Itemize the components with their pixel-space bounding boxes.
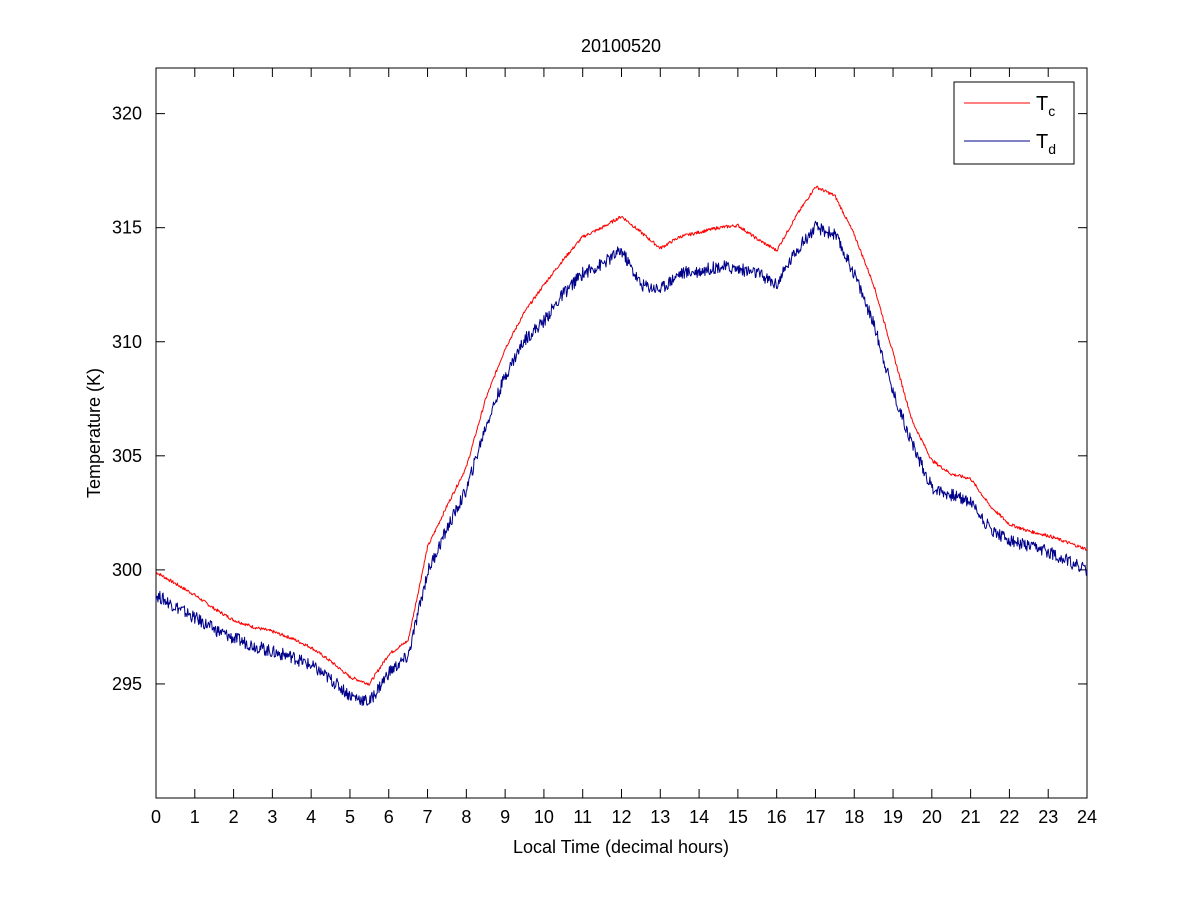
x-tick-label: 0 bbox=[151, 807, 161, 827]
x-tick-label: 7 bbox=[423, 807, 433, 827]
y-axis-ticks: 295 300 305 310 315 320 bbox=[112, 104, 1087, 694]
x-tick-label: 6 bbox=[384, 807, 394, 827]
series-line-td bbox=[155, 220, 1088, 706]
x-tick-label: 17 bbox=[805, 807, 825, 827]
x-tick-label: 20 bbox=[922, 807, 942, 827]
chart-title: 20100520 bbox=[581, 36, 661, 56]
x-tick-label: 5 bbox=[345, 807, 355, 827]
series-line-tc bbox=[155, 185, 1088, 686]
x-tick-label: 13 bbox=[650, 807, 670, 827]
x-tick-label: 14 bbox=[689, 807, 709, 827]
x-tick-label: 3 bbox=[267, 807, 277, 827]
plot-area-frame bbox=[155, 67, 1088, 799]
y-tick-label: 295 bbox=[112, 674, 142, 694]
x-axis-label: Local Time (decimal hours) bbox=[513, 837, 729, 857]
x-tick-label: 19 bbox=[883, 807, 903, 827]
y-tick-label: 310 bbox=[112, 332, 142, 352]
legend-label-tc-sub: c bbox=[1048, 103, 1055, 119]
legend-label-tc-main: T bbox=[1036, 93, 1048, 115]
series-layer bbox=[155, 185, 1088, 706]
x-tick-label: 1 bbox=[190, 807, 200, 827]
x-tick-label: 12 bbox=[611, 807, 631, 827]
y-tick-label: 305 bbox=[112, 446, 142, 466]
legend-label-tc: Tc bbox=[1036, 93, 1055, 119]
x-tick-label: 15 bbox=[728, 807, 748, 827]
x-tick-label: 21 bbox=[961, 807, 981, 827]
x-tick-label: 8 bbox=[461, 807, 471, 827]
legend: Tc Td bbox=[953, 81, 1075, 165]
y-tick-label: 320 bbox=[112, 104, 142, 124]
x-tick-label: 9 bbox=[500, 807, 510, 827]
x-tick-label: 24 bbox=[1077, 807, 1097, 827]
x-tick-label: 23 bbox=[1038, 807, 1058, 827]
x-tick-label: 4 bbox=[306, 807, 316, 827]
legend-label-td: Td bbox=[1036, 131, 1056, 157]
x-tick-label: 11 bbox=[573, 807, 592, 827]
legend-box bbox=[953, 81, 1075, 165]
legend-label-td-sub: d bbox=[1048, 141, 1056, 157]
x-tick-label: 18 bbox=[844, 807, 864, 827]
x-tick-label: 22 bbox=[999, 807, 1019, 827]
y-tick-label: 315 bbox=[112, 218, 142, 238]
legend-label-td-main: T bbox=[1036, 131, 1048, 153]
y-tick-label: 300 bbox=[112, 560, 142, 580]
x-tick-label: 16 bbox=[767, 807, 787, 827]
x-tick-label: 2 bbox=[229, 807, 239, 827]
x-axis-ticks: 0 1 2 3 4 5 6 7 8 9 10 11 12 13 14 15 16 17 18 19 20 21 22 23 24 bbox=[151, 68, 1097, 827]
x-tick-label: 10 bbox=[534, 807, 554, 827]
y-axis-label: Temperature (K) bbox=[84, 368, 104, 498]
